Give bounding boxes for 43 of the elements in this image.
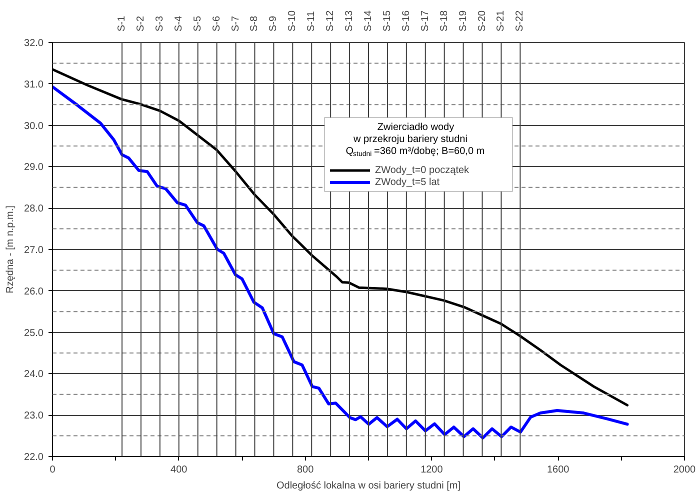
ref-line-label: S-11 [306, 10, 318, 32]
ref-line-label: S-14 [363, 10, 374, 32]
legend-label: ZWody_t=5 lat [375, 176, 440, 188]
ref-line-label: S-17 [420, 10, 431, 32]
y-tick-label: 25.0 [24, 328, 44, 339]
y-tick-label: 24.0 [24, 369, 44, 380]
y-tick-label: 30.0 [24, 120, 44, 132]
y-tick-label: 28.0 [24, 204, 44, 215]
y-tick-label: 23.0 [24, 410, 44, 422]
ref-line-label: S-15 [382, 10, 393, 32]
ref-line-label: S-6 [211, 16, 222, 32]
legend-label: ZWody_t=0 początek [375, 164, 470, 176]
x-axis-title: Odległość lokalna w osi bariery studni [m] [276, 480, 461, 492]
ref-line-label: S-10 [287, 10, 298, 32]
y-tick-label: 32.0 [24, 38, 44, 49]
ref-line-label: S-13 [344, 10, 356, 32]
x-tick-label: 2000 [673, 464, 696, 476]
x-tick-label: 400 [170, 464, 188, 476]
ref-line-label: S-18 [438, 10, 450, 32]
ref-line-label: S-9 [268, 16, 280, 32]
x-tick-label: 1600 [546, 464, 570, 476]
y-tick-label: 26.0 [24, 286, 44, 298]
x-tick-label: 0 [50, 464, 56, 476]
y-tick-label: 31.0 [24, 79, 44, 90]
y-tick-label: 29.0 [24, 162, 44, 174]
ref-line-label: S-3 [154, 16, 166, 32]
y-axis-title: Rzędna - [m n.p.m.] [5, 205, 16, 294]
ref-line-label: S-22 [514, 10, 526, 32]
ref-line-label: S-7 [230, 16, 242, 32]
ref-line-label: S-4 [173, 16, 184, 32]
ref-line-label: S-19 [458, 10, 469, 32]
y-tick-label: 27.0 [24, 245, 44, 256]
ref-line-label: S-20 [476, 10, 488, 32]
ref-line-label: S-12 [325, 10, 336, 32]
ref-line-label: S-2 [135, 16, 146, 32]
ref-line-label: S-5 [192, 16, 204, 32]
x-tick-label: 800 [296, 464, 314, 476]
y-tick-label: 22.0 [24, 452, 44, 463]
x-tick-label: 1200 [420, 464, 444, 476]
ref-line-label: S-21 [496, 10, 507, 32]
ref-line-label: S-8 [249, 16, 260, 32]
ref-line-label: S-16 [400, 10, 412, 32]
ref-line-label: S-1 [116, 16, 128, 32]
